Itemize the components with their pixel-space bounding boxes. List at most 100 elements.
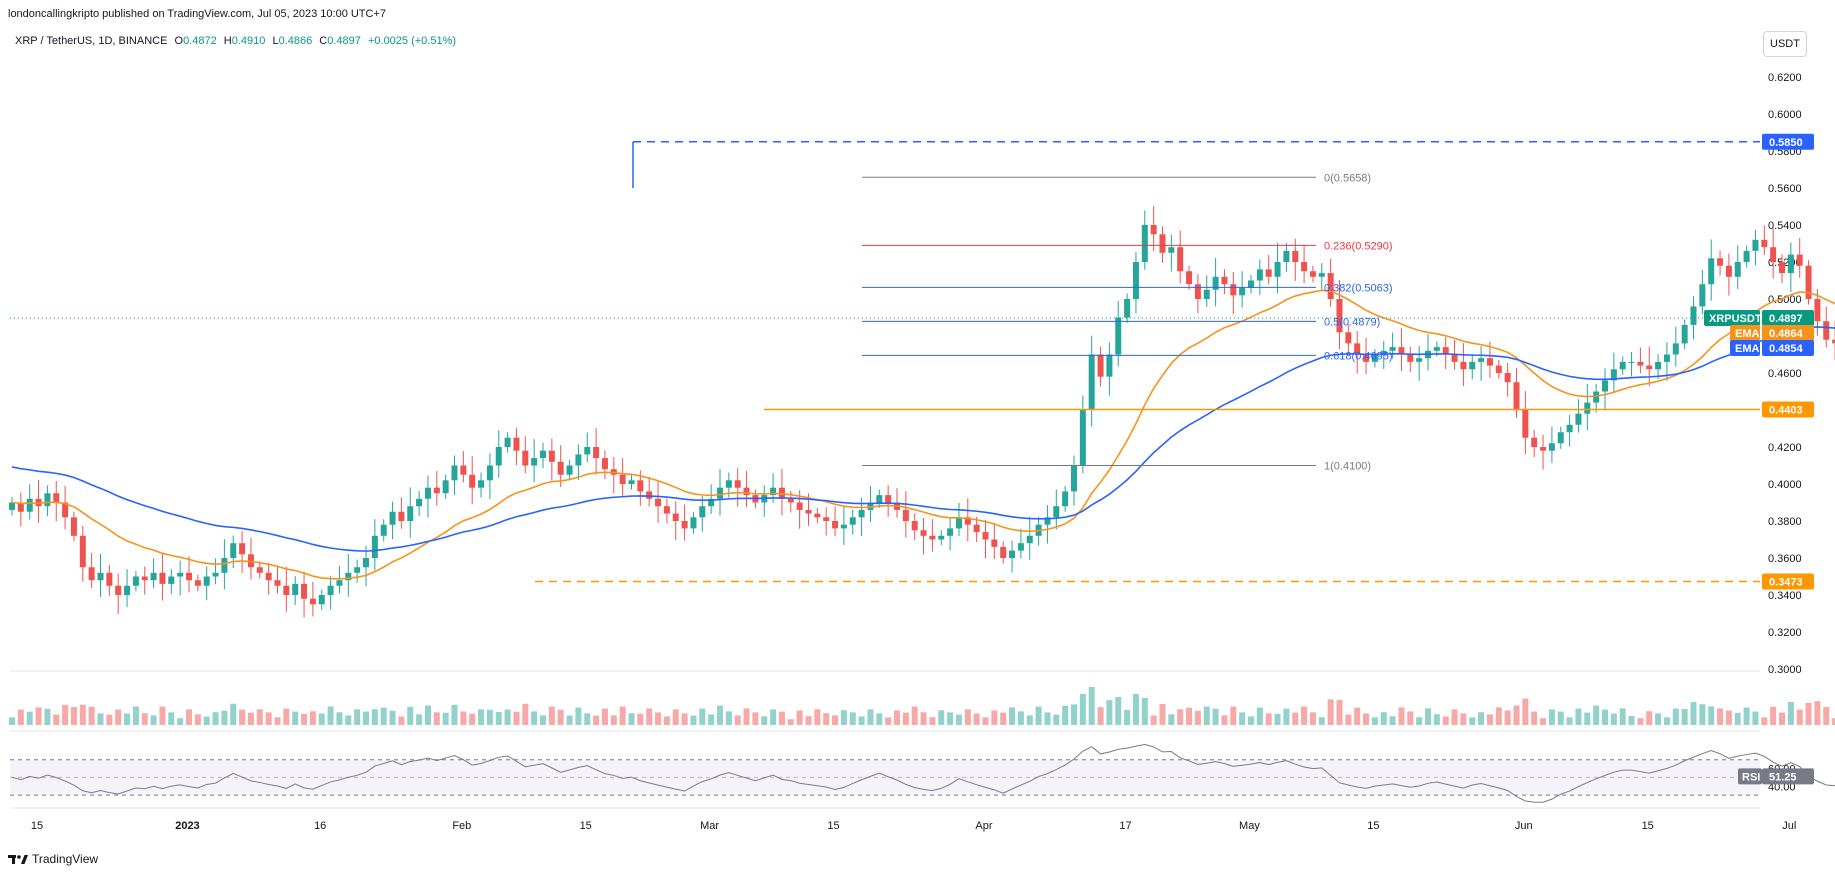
- candle-body: [79, 535, 86, 568]
- candle-body: [1787, 254, 1794, 274]
- publisher-line: londoncallingkripto published on Trading…: [8, 8, 387, 20]
- candle-body: [1725, 265, 1732, 277]
- indicator-value-text: 0.4897: [1769, 313, 1803, 325]
- volume-bar: [1725, 710, 1732, 725]
- candle-body: [1504, 373, 1511, 383]
- candle-body: [433, 487, 440, 494]
- volume-bar: [1433, 714, 1440, 725]
- volume-bar: [1504, 710, 1511, 725]
- volume-bar: [894, 710, 900, 725]
- volume-bar: [1513, 705, 1520, 725]
- candle-body: [1097, 354, 1104, 377]
- volume-bar: [1540, 718, 1547, 725]
- price-tick-label: 0.4200: [1768, 442, 1802, 454]
- candle-body: [1646, 365, 1653, 370]
- volume-bar: [177, 718, 184, 725]
- volume-bar: [1495, 707, 1502, 725]
- volume-bar: [1619, 708, 1626, 725]
- volume-bar: [132, 706, 139, 725]
- volume-bar: [44, 708, 51, 725]
- volume-bar: [672, 709, 679, 725]
- volume-bar: [1575, 708, 1582, 725]
- volume-bar: [1610, 713, 1617, 725]
- price-line-tag-text: 0.3473: [1769, 576, 1803, 588]
- price-tick-label: 0.4600: [1768, 368, 1802, 380]
- volume-bar: [478, 709, 485, 725]
- volume-bar: [265, 712, 272, 725]
- candle-body: [1159, 234, 1166, 253]
- volume-bar: [1531, 711, 1538, 725]
- price-line-tag: [1762, 401, 1814, 418]
- volume-bar: [920, 712, 927, 725]
- candle-body: [929, 535, 936, 540]
- candle-body: [1743, 250, 1750, 262]
- candle-body: [902, 509, 909, 521]
- candle-body: [1584, 402, 1591, 414]
- volume-bar: [1672, 708, 1679, 725]
- volume-bar: [1796, 709, 1803, 725]
- volume-bar: [982, 717, 989, 725]
- volume-bar: [186, 709, 192, 725]
- candle-body: [1336, 299, 1343, 333]
- currency-button[interactable]: USDT: [1763, 31, 1807, 57]
- candle-body: [53, 493, 60, 503]
- brand-name: TradingView: [32, 852, 99, 866]
- ema-slow-line: [11, 326, 1835, 552]
- volume-bar: [398, 716, 405, 725]
- candle-body: [725, 480, 732, 488]
- candle-body: [1761, 239, 1768, 248]
- fib-level-label: 0.618(0.4695): [1324, 350, 1393, 362]
- volume-bar: [442, 712, 449, 725]
- volume-bar: [1363, 713, 1370, 725]
- candle-body: [283, 585, 290, 595]
- candle-body: [345, 572, 352, 581]
- candle-body: [469, 474, 476, 488]
- volume-bar: [628, 713, 635, 725]
- open-label: O: [174, 35, 184, 47]
- time-tick-label: Apr: [975, 820, 992, 832]
- volume-bar: [734, 715, 741, 725]
- volume-bar: [1132, 694, 1139, 725]
- volume-bar: [1646, 711, 1653, 725]
- volume-bar: [247, 712, 254, 725]
- volume-bar: [902, 712, 909, 725]
- candle-body: [486, 465, 493, 481]
- volume-bar: [451, 704, 458, 725]
- volume-bar: [26, 711, 33, 725]
- candle-body: [575, 454, 582, 466]
- candle-body: [212, 572, 219, 577]
- volume-bar: [575, 707, 582, 725]
- volume-bar: [1425, 708, 1431, 725]
- candle-body: [1124, 299, 1131, 318]
- candle-body: [1637, 361, 1644, 366]
- candle-body: [1628, 361, 1635, 363]
- candle-body: [717, 487, 723, 499]
- candle-body: [557, 461, 564, 475]
- candle-body: [947, 528, 954, 536]
- volume-bar: [1354, 707, 1361, 725]
- candle-body: [1805, 265, 1812, 299]
- volume-bar: [832, 715, 839, 725]
- candle-body: [1734, 262, 1741, 277]
- candle-body: [955, 517, 962, 529]
- candle-body: [1044, 517, 1051, 525]
- volume-bar: [717, 705, 723, 725]
- volume-bar: [1141, 698, 1148, 725]
- volume-bar: [1602, 709, 1608, 725]
- volume-bar: [1655, 713, 1662, 725]
- candle-body: [1655, 361, 1662, 370]
- volume-bar: [929, 717, 936, 725]
- volume-bar: [1548, 709, 1555, 725]
- symbol-name[interactable]: XRP / TetherUS, 1D, BINANCE: [15, 35, 168, 47]
- candle-body: [1053, 506, 1060, 518]
- price-tick-label: 0.6200: [1768, 72, 1802, 84]
- volume-bar: [876, 713, 883, 725]
- volume-bar: [1663, 717, 1670, 725]
- candle-body: [619, 474, 626, 484]
- volume-bar: [1416, 717, 1423, 725]
- low-value: 0.4866: [278, 35, 313, 47]
- brand-footer[interactable]: TradingView: [8, 852, 98, 866]
- candle-body: [1309, 271, 1316, 277]
- volume-bar: [141, 713, 148, 725]
